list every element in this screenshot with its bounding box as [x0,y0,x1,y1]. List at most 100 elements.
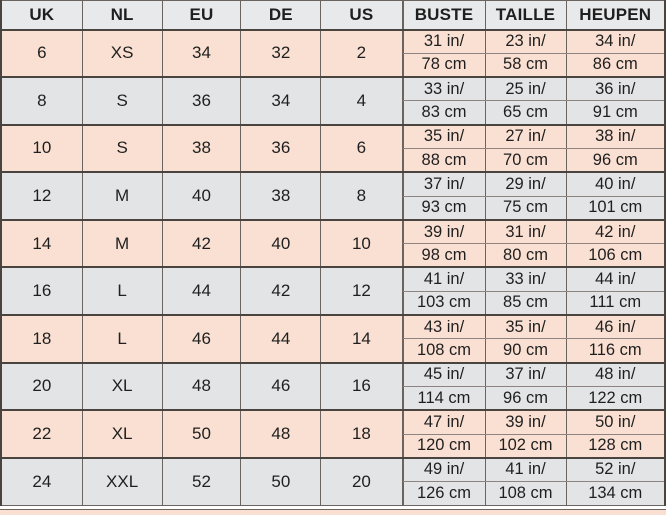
table-row: 49 in/ 41 in/ 52 in/ [402,456,666,483]
table-row: 43 in/ 35 in/ 46 in/ [402,314,666,340]
cell-heupen-in: 50 in/ [565,409,666,435]
cell-heupen-cm: 128 cm [565,434,666,459]
table-row: 98 cm 80 cm 106 cm [402,243,666,268]
cell-us: 2 [320,28,403,78]
cell-nl: XL [81,361,163,411]
table-row: 31 in/ 23 in/ 34 in/ [402,28,666,54]
cell-nl: L [81,314,163,364]
table-row: 14 M 42 40 10 [0,218,403,268]
cell-buste-in: 45 in/ [402,361,486,387]
table-row: 120 cm 102 cm 128 cm [402,434,666,459]
cell-taille-in: 35 in/ [484,314,567,340]
cell-nl: M [81,218,163,268]
cell-eu: 40 [161,171,242,221]
cell-uk: 18 [0,314,83,364]
table-row: 108 cm 90 cm 116 cm [402,338,666,364]
table-row: 47 in/ 39 in/ 50 in/ [402,409,666,435]
cell-buste-in: 33 in/ [402,76,486,102]
cell-heupen-in: 38 in/ [565,123,666,149]
cell-heupen-in: 36 in/ [565,76,666,102]
cell-buste-cm: 120 cm [402,434,486,459]
table-row: 10 S 38 36 6 [0,123,403,173]
cell-heupen-cm: 134 cm [565,481,666,506]
cell-buste-cm: 83 cm [402,100,486,126]
table-row: 24 XXL 52 50 20 [0,456,403,506]
cell-taille-in: 23 in/ [484,28,567,54]
cell-us: 10 [320,218,403,268]
cell-heupen-in: 40 in/ [565,171,666,197]
cell-buste-in: 47 in/ [402,409,486,435]
cell-de: 44 [240,314,322,364]
cell-heupen-in: 42 in/ [565,218,666,245]
cell-buste-in: 35 in/ [402,123,486,149]
cell-de: 38 [240,171,322,221]
column-header-eu: EU [161,0,242,30]
cell-eu: 38 [161,123,242,173]
column-header-heupen: HEUPEN [565,0,666,30]
table-row: 12 M 40 38 8 [0,171,403,221]
cell-us: 18 [320,409,403,459]
cell-nl: XL [81,409,163,459]
cell-nl: S [81,76,163,126]
cell-taille-cm: 70 cm [484,148,567,173]
cell-buste-in: 39 in/ [402,218,486,245]
table-row: 20 XL 48 46 16 [0,361,403,411]
cell-eu: 48 [161,361,242,411]
column-header-taille: TAILLE [484,0,567,30]
cell-heupen-cm: 116 cm [565,338,666,364]
cell-de: 36 [240,123,322,173]
cell-us: 4 [320,76,403,126]
table-row: 8 S 36 34 4 [0,76,403,126]
table-row: 39 in/ 31 in/ 42 in/ [402,218,666,245]
cell-nl: S [81,123,163,173]
table-row: 78 cm 58 cm 86 cm [402,53,666,78]
cell-uk: 22 [0,409,83,459]
cell-de: 50 [240,456,322,506]
cell-heupen-cm: 111 cm [565,291,666,316]
cell-uk: 24 [0,456,83,506]
table-row: 83 cm 65 cm 91 cm [402,100,666,126]
cell-taille-in: 27 in/ [484,123,567,149]
table-row: 35 in/ 27 in/ 38 in/ [402,123,666,149]
cell-heupen-cm: 86 cm [565,53,666,78]
cell-uk: 6 [0,28,83,78]
cell-taille-cm: 85 cm [484,291,567,316]
cell-us: 20 [320,456,403,506]
size-table-header-row: UK NL EU DE US [0,0,403,30]
cell-eu: 44 [161,266,242,316]
cell-taille-cm: 80 cm [484,243,567,268]
cell-heupen-in: 48 in/ [565,361,666,387]
cell-taille-cm: 102 cm [484,434,567,459]
cell-uk: 16 [0,266,83,316]
cell-heupen-cm: 91 cm [565,100,666,126]
cell-uk: 12 [0,171,83,221]
column-header-buste: BUSTE [402,0,486,30]
table-row: 88 cm 70 cm 96 cm [402,148,666,173]
table-row: 18 L 46 44 14 [0,314,403,364]
cell-buste-cm: 98 cm [402,243,486,268]
table-row: 37 in/ 29 in/ 40 in/ [402,171,666,197]
cell-heupen-cm: 122 cm [565,386,666,411]
cell-buste-in: 41 in/ [402,266,486,292]
cell-de: 48 [240,409,322,459]
cell-de: 46 [240,361,322,411]
table-row: 16 L 44 42 12 [0,266,403,316]
cell-eu: 50 [161,409,242,459]
cell-us: 14 [320,314,403,364]
cell-de: 40 [240,218,322,268]
cell-heupen-cm: 106 cm [565,243,666,268]
cell-de: 42 [240,266,322,316]
table-row: 6 XS 34 32 2 [0,28,403,78]
table-row: 45 in/ 37 in/ 48 in/ [402,361,666,387]
cell-eu: 34 [161,28,242,78]
cell-buste-in: 49 in/ [402,456,486,483]
cell-uk: 14 [0,218,83,268]
cell-us: 8 [320,171,403,221]
cell-buste-cm: 78 cm [402,53,486,78]
cell-eu: 46 [161,314,242,364]
cell-buste-in: 37 in/ [402,171,486,197]
cell-taille-cm: 58 cm [484,53,567,78]
cell-eu: 52 [161,456,242,506]
column-header-us: US [320,0,403,30]
